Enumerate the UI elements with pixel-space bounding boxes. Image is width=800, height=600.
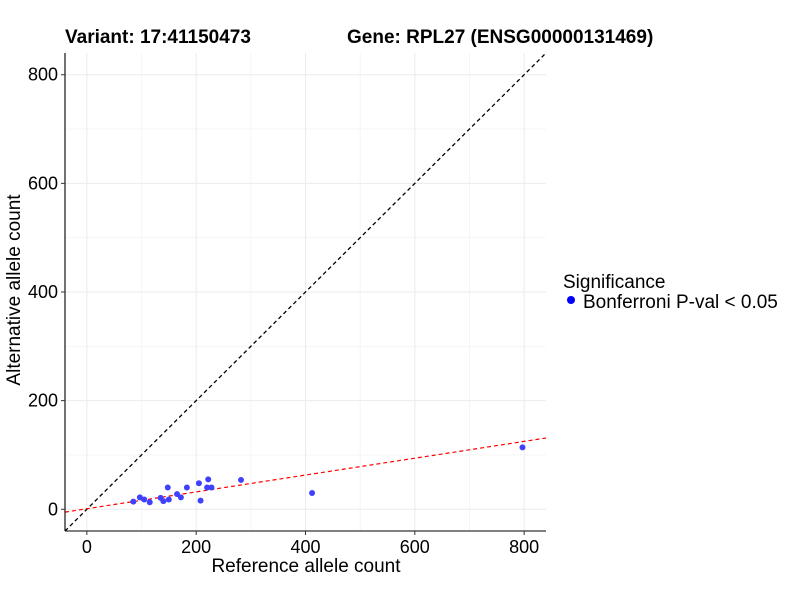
chart-title-variant: Variant: 17:41150473 — [65, 27, 251, 48]
legend: Significance Bonferroni P-val < 0.05 — [563, 272, 778, 313]
data-point — [195, 480, 202, 487]
data-point — [164, 484, 171, 491]
legend-marker — [567, 296, 575, 304]
y-tick-label: 400 — [28, 282, 58, 302]
y-tick-label: 0 — [48, 499, 58, 519]
y-tick-label: 600 — [28, 173, 58, 193]
data-point — [519, 444, 526, 451]
data-point — [165, 496, 172, 503]
data-point — [183, 484, 190, 491]
reference-lines — [65, 53, 546, 531]
data-point — [208, 484, 215, 491]
x-tick-label: 0 — [82, 537, 92, 557]
data-point — [146, 499, 153, 506]
x-axis-title: Reference allele count — [211, 556, 401, 577]
y-tick-label: 200 — [28, 391, 58, 411]
x-tick-label: 600 — [400, 537, 430, 557]
axes: 0 200 400 600 800 0 200 400 600 800 — [28, 53, 546, 557]
data-point — [130, 498, 137, 505]
data-point — [309, 489, 316, 496]
data-point — [177, 494, 184, 501]
x-tick-label: 400 — [290, 537, 320, 557]
data-points — [130, 444, 526, 506]
data-point — [160, 498, 167, 505]
y-axis-title: Alternative allele count — [4, 194, 25, 386]
x-tick-label: 200 — [181, 537, 211, 557]
x-tick-label: 800 — [509, 537, 539, 557]
data-point — [238, 476, 245, 483]
data-point — [197, 497, 204, 504]
y-tick-label: 800 — [28, 65, 58, 85]
data-point — [205, 476, 212, 483]
legend-title: Significance — [563, 272, 665, 293]
data-point — [141, 496, 148, 503]
legend-entry-label: Bonferroni P-val < 0.05 — [583, 292, 778, 313]
data-point — [204, 484, 211, 491]
chart-title-gene: Gene: RPL27 (ENSG00000131469) — [347, 27, 653, 48]
gridlines — [65, 53, 546, 531]
identity-reference-line — [65, 53, 546, 531]
